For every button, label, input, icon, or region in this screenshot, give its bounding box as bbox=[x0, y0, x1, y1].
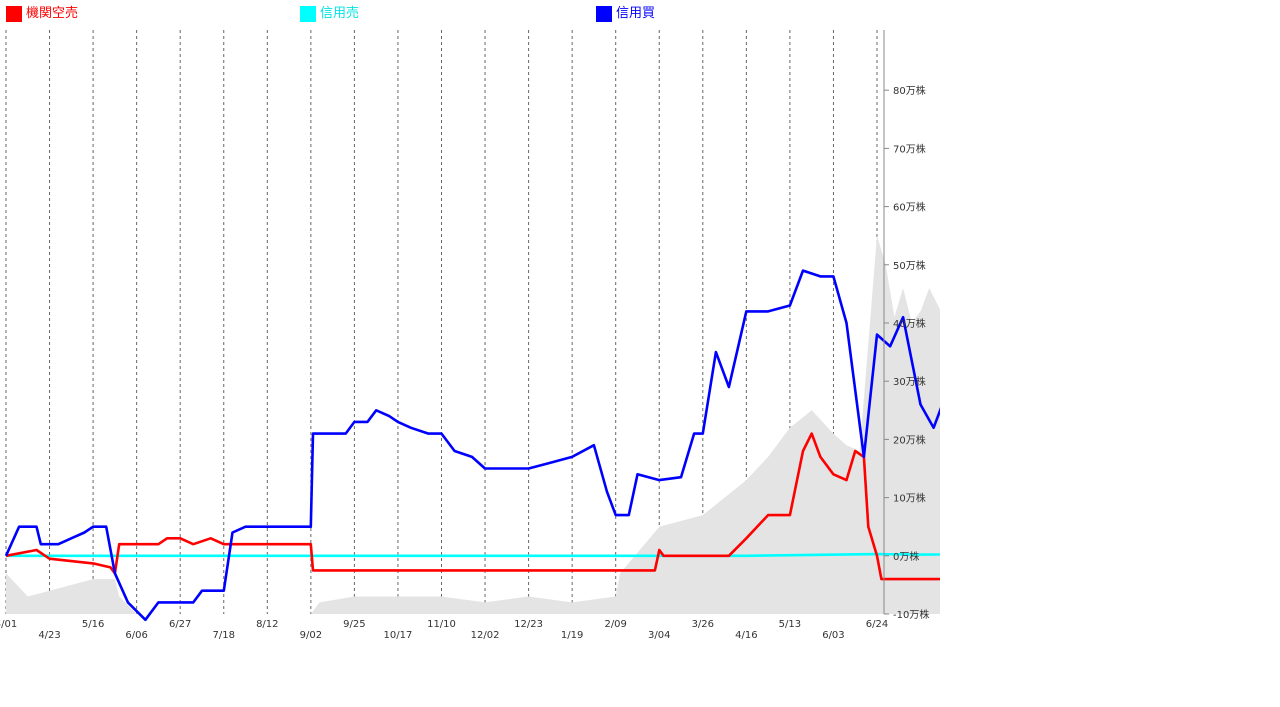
legend-swatch-shinyou-kai bbox=[596, 6, 612, 22]
series-line-2 bbox=[4, 269, 940, 622]
legend-item-shinyou-kai: 信用買 bbox=[596, 6, 655, 22]
y-tick-label: 70万株 bbox=[893, 142, 926, 155]
x-tick-label: 5/16 bbox=[82, 619, 104, 630]
x-axis-labels: 4/01 4/23 5/16 6/06 6/27 7/18 8/12 9/02 9/25 10/1… bbox=[0, 619, 888, 641]
x-tick-label: 4/01 bbox=[0, 619, 17, 630]
y-axis: -10万株 0万株 10万株 20万株 30万株 40万株 50万株 60万株 70万株 80万株 bbox=[883, 30, 929, 621]
x-tick-label: 8/12 bbox=[256, 619, 278, 630]
x-tick-label: 4/16 bbox=[735, 630, 757, 641]
x-tick-label: 2/09 bbox=[604, 619, 626, 630]
legend-label-karauri: 機関空売 bbox=[26, 6, 79, 21]
x-tick-label: 12/23 bbox=[514, 619, 543, 630]
x-tick-label: 6/06 bbox=[125, 630, 147, 641]
x-tick-label: 9/25 bbox=[343, 619, 365, 630]
series-line-0 bbox=[5, 432, 940, 581]
legend-swatch-karauri bbox=[6, 6, 22, 22]
legend-swatch-shinyou-uri bbox=[300, 6, 316, 22]
x-tick-label: 5/13 bbox=[779, 619, 801, 630]
x-tick-label: 6/03 bbox=[822, 630, 844, 641]
y-tick-label: 50万株 bbox=[893, 259, 926, 272]
x-tick-label: 9/02 bbox=[300, 630, 322, 641]
y-tick-label: 40万株 bbox=[893, 317, 926, 330]
x-tick-label: 6/24 bbox=[866, 619, 888, 630]
legend: 機関空売 信用売 信用買 bbox=[0, 6, 900, 28]
y-tick-label: 30万株 bbox=[893, 375, 926, 388]
series-lines bbox=[4, 269, 940, 622]
x-tick-label: 6/27 bbox=[169, 619, 191, 630]
gray-area-layer bbox=[6, 235, 940, 614]
x-tick-label: 1/19 bbox=[561, 630, 583, 641]
x-tick-label: 4/23 bbox=[38, 630, 60, 641]
x-tick-label: 3/04 bbox=[648, 630, 670, 641]
x-tick-label: 12/02 bbox=[471, 630, 500, 641]
x-tick-label: 7/18 bbox=[213, 630, 235, 641]
y-tick-label: 80万株 bbox=[893, 84, 926, 97]
x-tick-label: 11/10 bbox=[427, 619, 456, 630]
x-tick-label: 3/26 bbox=[692, 619, 714, 630]
y-tick-label: -10万株 bbox=[893, 608, 929, 621]
y-tick-label: 60万株 bbox=[893, 201, 926, 214]
legend-item-shinyou-uri: 信用売 bbox=[300, 6, 359, 22]
y-tick-label: 0万株 bbox=[893, 550, 919, 563]
x-tick-label: 10/17 bbox=[384, 630, 413, 641]
legend-item-karauri: 機関空売 bbox=[6, 6, 78, 22]
y-tick-label: 10万株 bbox=[893, 492, 926, 505]
volume-area bbox=[6, 235, 940, 614]
legend-label-shinyou-uri: 信用売 bbox=[320, 6, 360, 21]
legend-label-shinyou-kai: 信用買 bbox=[616, 6, 656, 21]
chart: -10万株 0万株 10万株 20万株 30万株 40万株 50万株 60万株 70万株 80万株… bbox=[0, 30, 940, 641]
y-tick-label: 20万株 bbox=[893, 433, 926, 446]
